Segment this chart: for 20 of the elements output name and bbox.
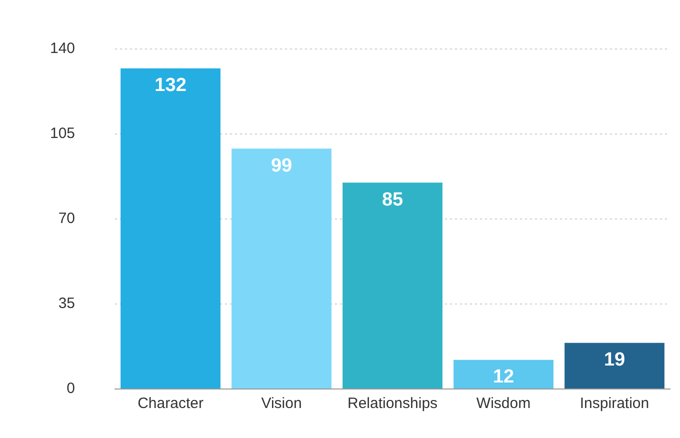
y-tick-label: 35 (58, 295, 76, 312)
x-tick-label: Wisdom (476, 395, 531, 412)
y-tick-label: 0 (66, 380, 76, 398)
y-tick-label: 140 (50, 40, 76, 58)
data-label: 12 (492, 366, 514, 388)
bar (232, 148, 332, 388)
bar (564, 342, 664, 388)
data-label: 19 (604, 350, 626, 371)
data-label: 99 (270, 155, 292, 176)
x-tick-label: Relationships (347, 395, 438, 412)
data-label: 85 (382, 189, 404, 210)
y-tick-label: 105 (50, 125, 76, 142)
y-tick-label: 70 (58, 210, 76, 228)
x-tick-label: Inspiration (580, 395, 650, 412)
bar (342, 182, 442, 388)
data-label: 132 (154, 75, 186, 96)
x-tick-label: Character (138, 395, 204, 412)
bar (120, 68, 220, 388)
bar (454, 360, 554, 388)
x-tick-label: Vision (261, 395, 302, 412)
